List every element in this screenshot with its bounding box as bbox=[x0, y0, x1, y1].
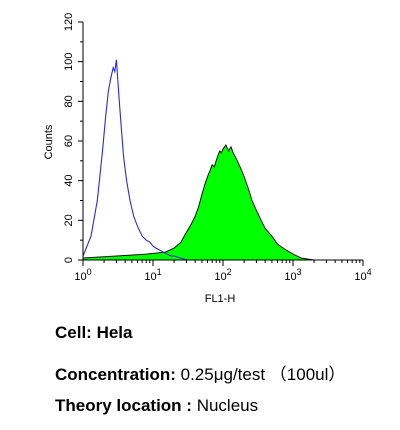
axes: 0 20 40 60 80 100 120 100 101 102 103 104 bbox=[63, 13, 372, 283]
x-tick-label: 102 bbox=[214, 267, 231, 283]
x-tick-label: 100 bbox=[74, 267, 91, 283]
y-tick-label: 40 bbox=[63, 175, 75, 187]
plot-area bbox=[82, 59, 315, 261]
caption-cell-value: Hela bbox=[96, 323, 133, 342]
x-tick-label: 104 bbox=[354, 267, 371, 283]
flow-cytometry-histogram: 0 20 40 60 80 100 120 100 101 102 103 104 FL1-H Cou… bbox=[43, 13, 372, 305]
y-tick-label: 80 bbox=[63, 95, 75, 107]
histogram-filled-series bbox=[82, 144, 315, 261]
caption-concentration: Concentration: 0.25μg/test （100ul） bbox=[55, 360, 345, 385]
x-tick-label: 101 bbox=[144, 267, 161, 283]
caption-theory-location: Theory location : Nucleus bbox=[55, 396, 258, 416]
caption-theory-location-label: Theory location : bbox=[55, 396, 192, 415]
histogram-outline-series bbox=[82, 59, 187, 261]
y-axis-label: Counts bbox=[43, 124, 55, 159]
y-tick-label: 0 bbox=[63, 257, 75, 263]
y-tick-label: 60 bbox=[63, 135, 75, 147]
caption-cell: Cell: Hela bbox=[55, 323, 133, 343]
y-tick-label: 100 bbox=[63, 52, 75, 70]
y-tick-label: 20 bbox=[63, 214, 75, 226]
caption-cell-label: Cell: bbox=[55, 323, 92, 342]
y-tick-label: 120 bbox=[63, 13, 75, 31]
caption-concentration-value: 0.25μg/test （100ul） bbox=[180, 365, 346, 384]
x-axis-label: FL1-H bbox=[205, 293, 236, 305]
x-tick-label: 103 bbox=[284, 267, 301, 283]
caption-theory-location-value: Nucleus bbox=[196, 396, 259, 415]
caption-concentration-label: Concentration: bbox=[55, 365, 176, 384]
